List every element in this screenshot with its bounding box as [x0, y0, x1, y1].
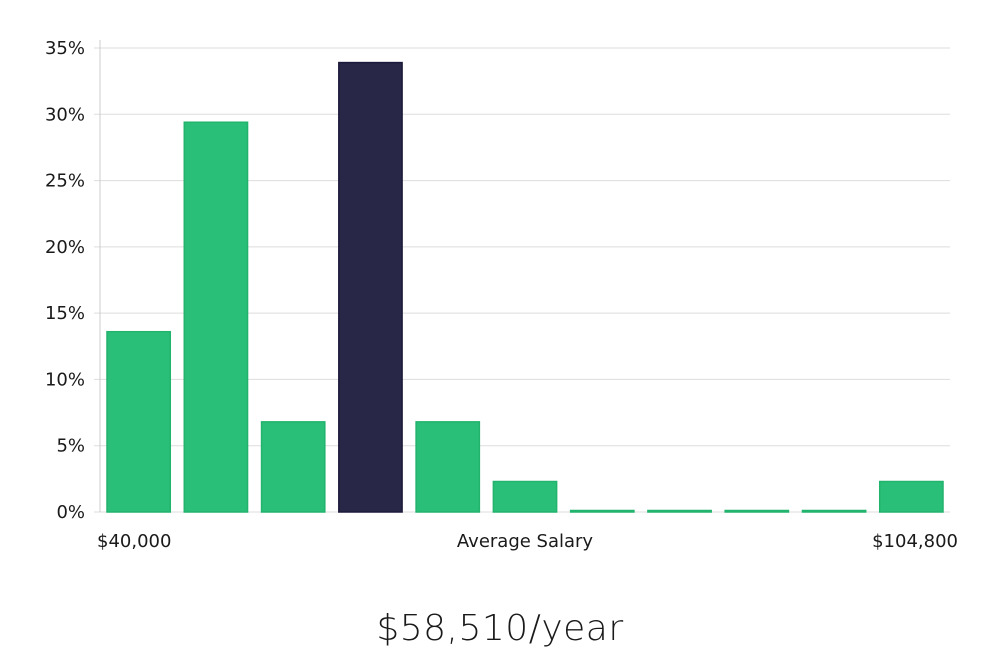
- y-tick-label: 10%: [45, 369, 85, 390]
- y-tick-label: 20%: [45, 237, 85, 258]
- x-end-label: $104,800: [872, 531, 958, 552]
- y-axis-ticks: 0% 5% 10% 15% 20% 25% 30% 35%: [45, 38, 85, 523]
- y-tick-label: 30%: [45, 104, 85, 125]
- bar: [878, 480, 944, 513]
- bar: [415, 421, 481, 513]
- bar: [106, 330, 172, 513]
- x-center-label: Average Salary: [457, 531, 594, 552]
- bar: [724, 509, 790, 513]
- bar: [801, 509, 867, 513]
- bar: [260, 421, 326, 513]
- average-salary-value: $58,510/year: [376, 608, 624, 649]
- bar: [183, 121, 249, 513]
- y-tick-label: 0%: [56, 502, 85, 523]
- bar-highlight: [338, 61, 403, 513]
- salary-histogram-chart: 0% 5% 10% 15% 20% 25% 30% 35% $40,000 Average S…: [45, 38, 958, 552]
- y-tick-label: 25%: [45, 171, 85, 192]
- bars: [106, 61, 944, 513]
- y-tick-label: 35%: [45, 38, 85, 59]
- bar: [647, 509, 712, 513]
- bar: [492, 480, 558, 513]
- bar: [569, 509, 635, 513]
- y-tick-label: 5%: [56, 436, 85, 457]
- y-tick-label: 15%: [45, 303, 85, 324]
- x-start-label: $40,000: [97, 531, 171, 552]
